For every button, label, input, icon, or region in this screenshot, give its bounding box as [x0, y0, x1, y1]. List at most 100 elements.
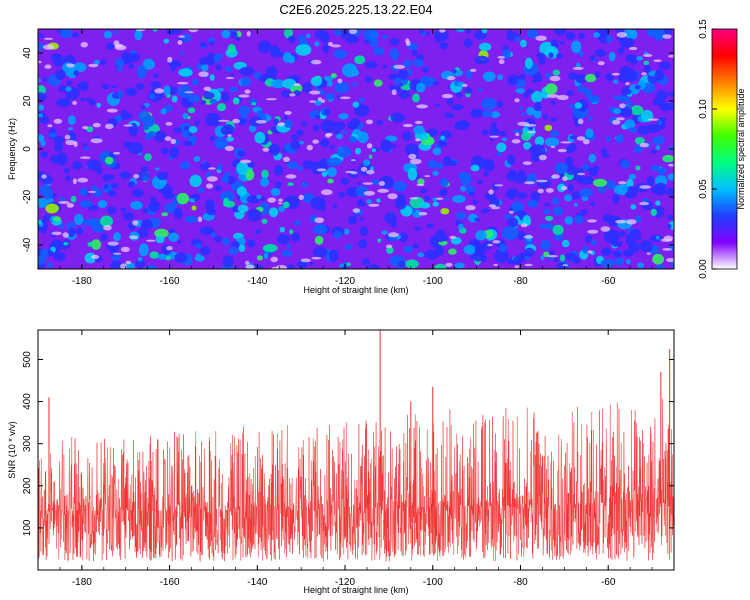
snr-spikes: [48, 330, 671, 507]
heatmap-low-cell: [600, 226, 611, 232]
heatmap-low-cell: [44, 64, 52, 69]
heatmap-cell: [270, 187, 281, 197]
heatmap-cell: [505, 189, 517, 200]
heatmap-cell: [147, 131, 157, 138]
heatmap-cell: [268, 143, 281, 156]
heatmap-low-cell: [38, 60, 42, 64]
heatmap-cell: [107, 190, 117, 197]
heatmap-low-cell: [662, 248, 673, 251]
heatmap-cell: [494, 249, 509, 263]
heatmap-cell: [448, 248, 457, 255]
heatmap-cell: [72, 161, 83, 170]
snr-y-axis-label: SNR (10 * v/v): [7, 421, 17, 479]
heatmap-cell: [120, 109, 129, 121]
heatmap-cell: [63, 242, 69, 246]
heatmap-cell: [306, 33, 311, 39]
heatmap-low-cell: [360, 166, 368, 172]
heatmap-low-cell: [488, 189, 494, 195]
heatmap-low-cell: [587, 250, 593, 254]
heatmap-cell: [580, 209, 588, 215]
heatmap-cell: [77, 81, 89, 92]
heatmap-cell: [39, 115, 49, 125]
heatmap-cell: [301, 121, 308, 127]
heatmap-cell: [574, 215, 585, 224]
heatmap-low-cell: [350, 159, 356, 162]
heatmap-cell: [501, 137, 508, 142]
heatmap-cell: [221, 29, 231, 39]
heatmap-cell: [53, 251, 66, 262]
heatmap-cell: [655, 264, 665, 269]
heatmap-cell: [148, 93, 156, 100]
heatmap-cell: [417, 178, 425, 186]
heatmap-cell: [489, 126, 500, 137]
heatmap-low-cell: [615, 219, 627, 224]
heatmap-cell: [582, 246, 589, 254]
heatmap-low-cell: [416, 104, 428, 109]
heatmap-cell: [120, 207, 127, 213]
heatmap-cell: [288, 35, 297, 42]
heatmap-cell: [567, 183, 574, 192]
heatmap-low-cell: [306, 144, 313, 151]
y-tick-label: 20: [22, 95, 33, 107]
heatmap-cell: [667, 173, 674, 181]
heatmap-cell: [278, 205, 285, 213]
heatmap-low-cell: [524, 124, 537, 127]
heatmap-cell: [287, 182, 294, 186]
heatmap-cell: [193, 156, 201, 162]
heatmap-cell: [465, 29, 472, 34]
heatmap-cell: [552, 206, 564, 216]
heatmap-cell: [100, 215, 113, 227]
heatmap-cell: [105, 156, 114, 165]
heatmap-cell: [40, 140, 46, 147]
heatmap-low-cell: [550, 145, 556, 148]
heatmap-low-cell: [277, 122, 286, 127]
heatmap-cell: [273, 165, 284, 176]
heatmap-cell: [458, 223, 464, 231]
heatmap-low-cell: [366, 170, 375, 175]
heatmap-cell: [236, 161, 249, 175]
heatmap-low-cell: [662, 34, 672, 39]
heatmap-cell: [208, 37, 215, 44]
heatmap-cell: [182, 112, 189, 120]
heatmap-low-cell: [72, 100, 77, 105]
heatmap-cell: [480, 208, 490, 214]
heatmap-cell: [287, 55, 296, 64]
heatmap-cell: [474, 217, 481, 222]
heatmap-cell: [650, 149, 657, 154]
heatmap-cell: [652, 253, 664, 265]
heatmap-cell: [666, 224, 672, 229]
heatmap-cell: [432, 201, 439, 207]
heatmap-low-cell: [198, 71, 209, 77]
heatmap-cell: [490, 122, 498, 127]
heatmap-cell: [507, 217, 519, 228]
heatmap-cell: [206, 208, 217, 216]
heatmap-cell: [340, 266, 349, 269]
heatmap-low-cell: [72, 178, 77, 185]
heatmap-cell: [142, 176, 150, 181]
heatmap-cell: [561, 239, 570, 248]
heatmap-low-cell: [405, 40, 411, 47]
heatmap-cell: [528, 173, 536, 178]
heatmap-low-cell: [314, 217, 325, 224]
heatmap-cell: [543, 208, 550, 214]
heatmap-cell: [287, 161, 299, 170]
heatmap-cell: [568, 72, 578, 80]
heatmap-x-axis-label: Height of straight line (km): [303, 285, 408, 295]
heatmap-low-cell: [167, 56, 173, 63]
heatmap-cell: [282, 78, 297, 89]
heatmap-cell: [38, 77, 41, 83]
heatmap-low-cell: [520, 223, 528, 228]
heatmap-cell: [97, 200, 108, 209]
heatmap-cell: [593, 32, 601, 38]
heatmap-low-cell: [184, 91, 194, 94]
heatmap-cell: [38, 255, 46, 265]
heatmap-cell: [38, 134, 45, 142]
heatmap-cell: [296, 129, 304, 137]
heatmap-low-cell: [217, 119, 230, 122]
heatmap-cell: [619, 37, 635, 49]
heatmap-low-cell: [309, 90, 321, 95]
heatmap-cell: [446, 98, 454, 106]
heatmap-cell: [103, 235, 108, 239]
heatmap-cell: [582, 163, 590, 171]
heatmap-cell: [149, 196, 157, 202]
